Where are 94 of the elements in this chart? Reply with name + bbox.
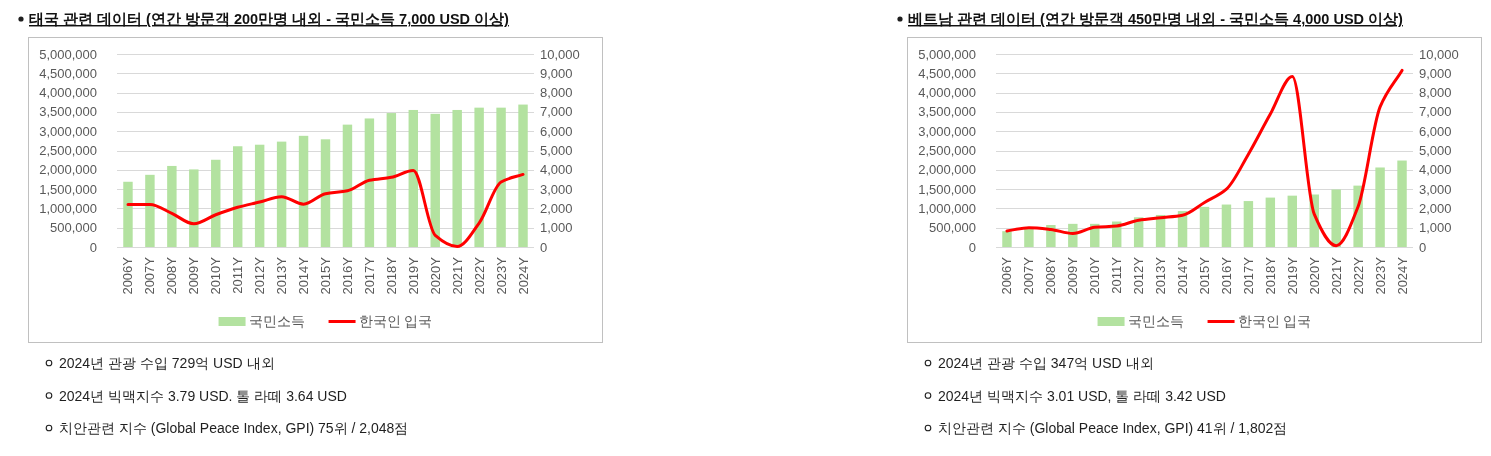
x-tick-label: 2023Y	[1372, 257, 1388, 295]
title: 태국 관련 데이터 (연간 방문객 200만명 내외 - 국민소득 7,000 USD 이상)	[29, 11, 509, 27]
y-tick-label: 4,500,000	[39, 65, 97, 81]
y-tick-label: 3,500,000	[918, 104, 976, 120]
y-tick-label: 4,000,000	[918, 85, 976, 101]
x-tick-label: 2018Y	[383, 257, 399, 295]
y-tick-label: 3,000,000	[918, 123, 976, 139]
x-tick-label: 2019Y	[405, 257, 421, 295]
x-tick-label: 2022Y	[1350, 257, 1366, 295]
x-tick-label: 2007Y	[1021, 257, 1037, 295]
x-tick-label: 2014Y	[296, 257, 312, 295]
x-tick-label: 2007Y	[142, 257, 158, 295]
y-tick-label: 2,000,000	[39, 162, 97, 178]
y2-tick-label: 9,000	[540, 65, 573, 81]
y2-tick-label: 4,000	[1419, 162, 1452, 178]
y-tick-label: 2,500,000	[39, 143, 97, 158]
x-tick-label: 2017Y	[361, 257, 377, 295]
x-tick-label: 2015Y	[1197, 257, 1212, 295]
y-tick-label: 2,500,000	[918, 143, 976, 158]
legend-label: 한국인 입국	[1237, 313, 1312, 329]
legend-label: 국민소득	[1127, 313, 1184, 329]
y2-tick-label: 0	[1419, 239, 1427, 255]
legend-label: 국민소득	[248, 313, 305, 329]
y2-tick-label: 3,000	[540, 181, 573, 197]
y-tick-label: 5,000,000	[918, 46, 976, 62]
x-tick-label: 2013Y	[1153, 257, 1169, 295]
x-tick-label: 2008Y	[164, 257, 180, 295]
y2-tick-label: 0	[540, 239, 548, 255]
x-tick-label: 2016Y	[1218, 257, 1234, 295]
annotation: 2024년 관광 수입 347억 USD 내외	[938, 355, 1154, 371]
title: 베트남 관련 데이터 (연간 방문객 450만명 내외 - 국민소득 4,000 USD 이상)	[908, 11, 1403, 27]
y2-tick-label: 6,000	[1419, 123, 1452, 139]
y-tick-label: 500,000	[929, 220, 976, 236]
y2-tick-label: 10,000	[540, 46, 580, 62]
y2-tick-label: 7,000	[1419, 104, 1452, 120]
y-tick-label: 0	[89, 239, 97, 255]
legend-label: 한국인 입국	[358, 313, 433, 329]
x-tick-label: 2012Y	[1131, 257, 1147, 295]
x-tick-label: 2008Y	[1043, 257, 1059, 295]
x-tick-label: 2020Y	[1306, 257, 1322, 295]
y-tick-label: 4,000,000	[39, 85, 97, 101]
x-tick-label: 2011Y	[230, 257, 246, 294]
x-tick-label: 2010Y	[1087, 257, 1103, 295]
annotation: 2024년 빅맥지수 3.79 USD. 톨 라떼 3.64 USD	[59, 387, 347, 404]
y2-tick-label: 1,000	[1419, 220, 1452, 236]
x-tick-label: 2024Y	[1394, 257, 1410, 295]
x-tick-label: 2012Y	[252, 257, 268, 295]
y2-tick-label: 2,000	[540, 200, 573, 216]
x-tick-label: 2020Y	[427, 257, 443, 295]
y2-tick-label: 2,000	[1419, 200, 1452, 216]
y-tick-label: 2,000,000	[918, 162, 976, 178]
x-tick-label: 2018Y	[1262, 257, 1278, 295]
y2-tick-label: 8,000	[540, 85, 573, 101]
x-tick-label: 2006Y	[999, 257, 1015, 295]
x-tick-label: 2023Y	[493, 257, 509, 295]
annotation: 치안관련 지수 (Global Peace Index, GPI) 41위 / 1,802점	[938, 420, 1288, 436]
y-tick-label: 1,500,000	[39, 181, 97, 197]
y-tick-label: 1,000,000	[39, 200, 97, 216]
y-tick-label: 500,000	[50, 220, 97, 236]
y-tick-label: 1,500,000	[918, 181, 976, 197]
y-tick-label: 0	[968, 239, 976, 255]
x-tick-label: 2021Y	[1328, 257, 1344, 295]
x-tick-label: 2009Y	[186, 257, 202, 295]
x-tick-label: 2011Y	[1109, 257, 1125, 294]
x-tick-label: 2016Y	[339, 257, 355, 295]
annotation: 2024년 관광 수입 729억 USD 내외	[59, 355, 275, 371]
y2-tick-label: 10,000	[1419, 46, 1459, 62]
x-tick-label: 2014Y	[1175, 257, 1191, 295]
y2-tick-label: 8,000	[1419, 85, 1452, 101]
x-tick-label: 2024Y	[515, 257, 531, 295]
y-tick-label: 5,000,000	[39, 46, 97, 62]
y2-tick-label: 7,000	[540, 104, 573, 120]
annotation: 2024년 빅맥지수 3.01 USD, 톨 라떼 3.42 USD	[938, 387, 1226, 404]
y2-tick-label: 3,000	[1419, 181, 1452, 197]
x-tick-label: 2010Y	[208, 257, 224, 295]
annotation: 치안관련 지수 (Global Peace Index, GPI) 75위 / 2,048점	[59, 420, 409, 436]
y-tick-label: 4,500,000	[918, 65, 976, 81]
x-tick-label: 2015Y	[318, 257, 333, 295]
x-tick-label: 2019Y	[1284, 257, 1300, 295]
y2-tick-label: 6,000	[540, 123, 573, 139]
y-tick-label: 3,500,000	[39, 104, 97, 120]
x-tick-label: 2013Y	[274, 257, 290, 295]
y2-tick-label: 5,000	[540, 143, 573, 158]
y2-tick-label: 5,000	[1419, 143, 1452, 158]
y-tick-label: 3,000,000	[39, 123, 97, 139]
x-tick-label: 2017Y	[1240, 257, 1256, 295]
y2-tick-label: 1,000	[540, 220, 573, 236]
x-tick-label: 2022Y	[471, 257, 487, 295]
x-tick-label: 2009Y	[1065, 257, 1081, 295]
y2-tick-label: 4,000	[540, 162, 573, 178]
x-tick-label: 2021Y	[449, 257, 465, 295]
y-tick-label: 1,000,000	[918, 200, 976, 216]
y2-tick-label: 9,000	[1419, 65, 1452, 81]
x-tick-label: 2006Y	[120, 257, 136, 295]
